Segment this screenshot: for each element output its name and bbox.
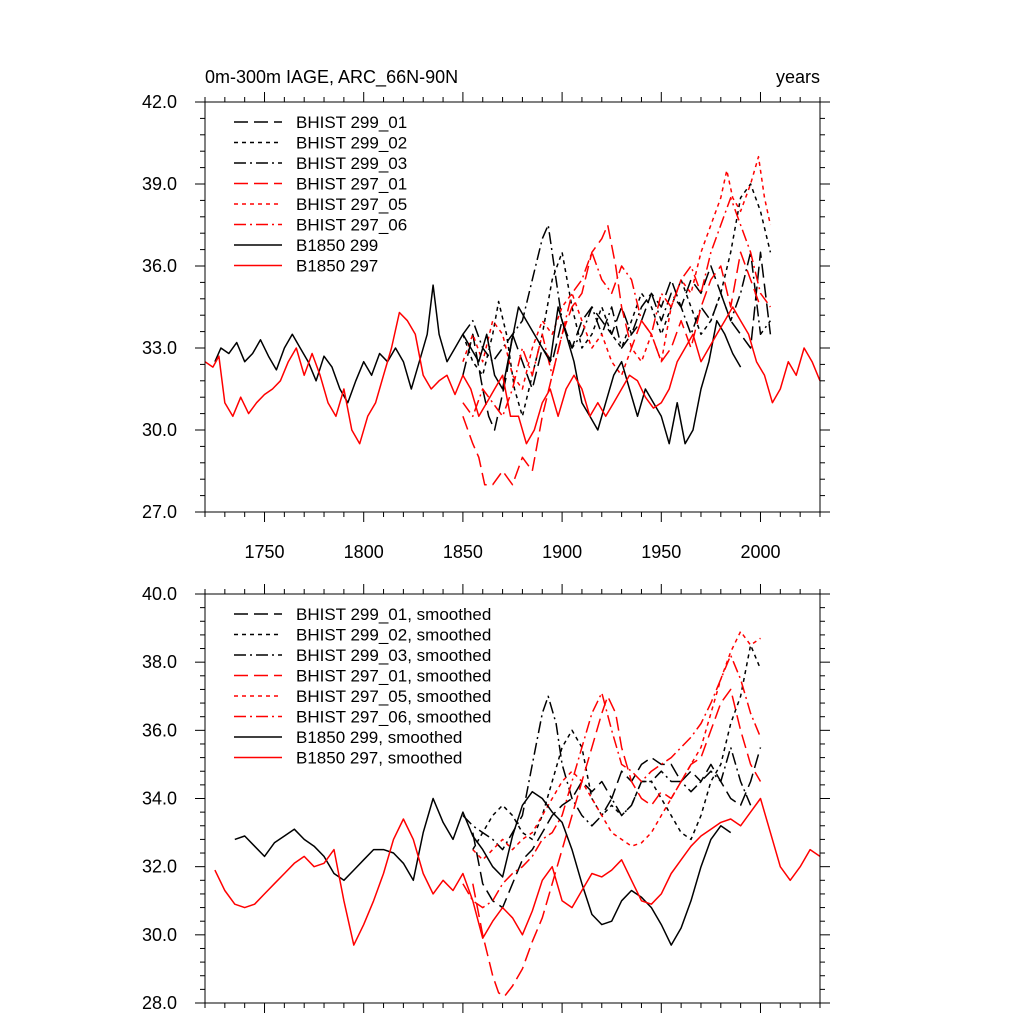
y-tick-label: 27.0 (142, 502, 177, 522)
series-line-6 (462, 654, 762, 909)
series-line-2 (462, 183, 772, 418)
series-line-1 (462, 251, 772, 431)
legend-label-2: BHIST 299_02 (296, 134, 407, 153)
series-line-5 (472, 630, 761, 861)
legend-label-1: BHIST 299_01, smoothed (296, 605, 491, 624)
y-tick-label: 42.0 (142, 92, 177, 112)
plot-frame (204, 101, 821, 513)
legend-label-2: BHIST 299_02, smoothed (296, 626, 491, 645)
y-tick-label: 34.0 (142, 789, 177, 809)
x-tick-label: 2000 (740, 542, 780, 562)
y-tick-label: 30.0 (142, 420, 177, 440)
legend-label-5: BHIST 297_05 (296, 195, 407, 214)
series-line-4 (462, 224, 762, 486)
series-line-6 (462, 196, 772, 418)
y-tick-label: 36.0 (142, 256, 177, 276)
units-label: years (776, 67, 820, 87)
legend-label-3: BHIST 299_03, smoothed (296, 646, 491, 665)
legend-label-1: BHIST 299_01 (296, 113, 407, 132)
legend-label-7: B1850 299, smoothed (296, 728, 462, 747)
x-tick-label: 1950 (641, 542, 681, 562)
series-group (205, 155, 820, 486)
legend-label-8: B1850 297, smoothed (296, 749, 462, 768)
bottom-panel: 28.0 30.0 32.0 34.0 36.0 38.0 40.0 BHIST 299_01… (142, 584, 830, 1013)
series-line-3 (462, 224, 772, 363)
y-tick-label: 39.0 (142, 174, 177, 194)
legend-label-5: BHIST 297_05, smoothed (296, 687, 491, 706)
series-line-8 (214, 797, 820, 946)
legend-label-3: BHIST 299_03 (296, 154, 407, 173)
legend-label-6: BHIST 297_06 (296, 216, 407, 235)
x-tick-label: 1850 (443, 542, 483, 562)
legend-label-4: BHIST 297_01, smoothed (296, 667, 491, 686)
x-tick-label: 1800 (344, 542, 384, 562)
series-line-4 (472, 688, 762, 997)
series-line-8 (205, 306, 820, 445)
chart-title: 0m-300m IAGE, ARC_66N-90N (205, 67, 458, 88)
y-tick-label: 40.0 (142, 584, 177, 604)
series-line-2 (472, 644, 762, 850)
legend-label-4: BHIST 297_01 (296, 175, 407, 194)
series-line-1 (472, 747, 762, 909)
y-tick-label: 32.0 (142, 857, 177, 877)
y-tick-label: 36.0 (142, 720, 177, 740)
series-group (214, 630, 820, 997)
series-line-7 (214, 284, 742, 445)
y-tick-label: 33.0 (142, 338, 177, 358)
y-tick-label: 38.0 (142, 652, 177, 672)
legend-label-7: B1850 299 (296, 236, 378, 255)
x-tick-label: 1900 (542, 542, 582, 562)
legend-label-8: B1850 297 (296, 257, 378, 276)
series-line-7 (234, 790, 732, 946)
series-line-3 (462, 695, 752, 851)
x-tick-label: 1750 (244, 542, 284, 562)
y-tick-label: 28.0 (142, 993, 177, 1013)
legend-label-6: BHIST 297_06, smoothed (296, 708, 491, 727)
top-panel: 0m-300m IAGE, ARC_66N-90N years 1750 1800… (142, 67, 830, 562)
series-line-5 (462, 155, 772, 390)
y-tick-label: 30.0 (142, 925, 177, 945)
